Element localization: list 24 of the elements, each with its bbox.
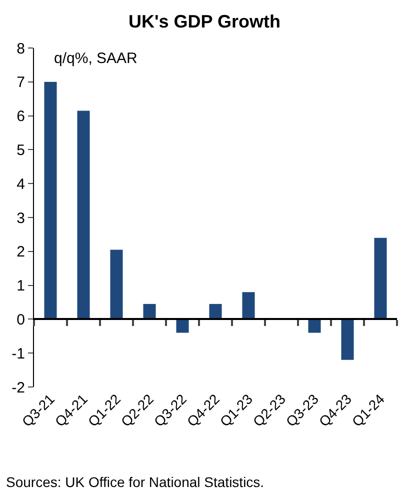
bar xyxy=(374,238,387,320)
bar xyxy=(308,319,321,333)
bar xyxy=(143,304,156,320)
bar xyxy=(44,82,57,320)
y-tick-label: 1 xyxy=(16,278,25,295)
y-tick-label: 3 xyxy=(16,210,25,227)
bar xyxy=(77,110,90,320)
y-tick-label: -2 xyxy=(12,379,25,396)
y-tick-label: 4 xyxy=(16,176,25,193)
bar xyxy=(176,319,189,333)
bar xyxy=(110,250,123,320)
source-note: Sources: UK Office for National Statistics. xyxy=(6,474,264,490)
bar xyxy=(209,304,222,320)
bar xyxy=(341,319,354,360)
bar xyxy=(242,292,255,320)
y-tick-label: 0 xyxy=(16,311,25,328)
y-tick-label: 7 xyxy=(16,74,25,92)
y-tick-label: 8 xyxy=(16,40,25,58)
y-tick-label: 5 xyxy=(16,142,25,159)
annotation: q/q%, SAAR xyxy=(54,50,138,67)
chart-title: UK's GDP Growth xyxy=(128,12,280,32)
y-tick-label: 6 xyxy=(16,108,25,126)
y-tick-label: 2 xyxy=(16,244,25,261)
y-tick-label: -1 xyxy=(12,345,25,362)
